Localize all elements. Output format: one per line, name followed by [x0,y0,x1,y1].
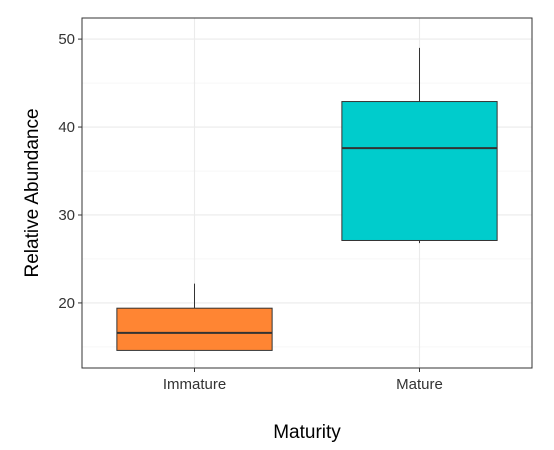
x-axis-title: Maturity [273,422,341,443]
box-mature [341,47,498,244]
panel-border [81,17,533,369]
y-tick-label: 50 [58,31,75,48]
y-tick-label: 30 [58,207,75,224]
x-tick-label: Mature [396,376,443,393]
box-iqr [116,307,273,351]
y-axis-title: Relative Abundance [22,108,43,277]
boxes [116,47,498,351]
box-iqr [341,101,498,241]
x-tick-label: Immature [163,376,226,393]
x-axis: Immature Mature [163,368,443,393]
box-immature [116,283,273,351]
y-axis: 20 30 40 50 [58,31,82,312]
y-tick-label: 20 [58,295,75,312]
y-tick-label: 40 [58,119,75,136]
